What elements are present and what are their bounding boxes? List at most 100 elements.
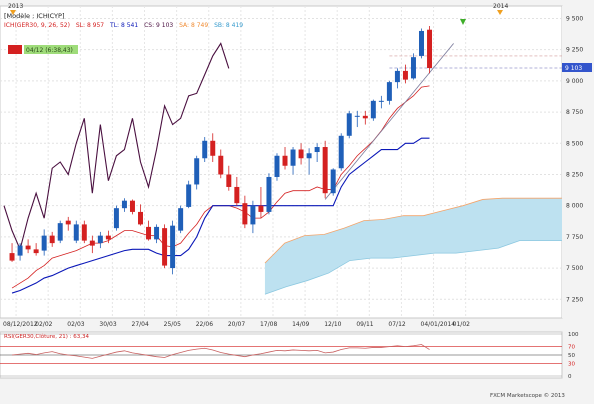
- y-tick-label: 7 500: [566, 265, 583, 272]
- y-tick-label: 8 750: [566, 109, 583, 116]
- candle-body: [290, 149, 296, 166]
- candle-body: [394, 70, 400, 83]
- price-axis-panel: [562, 6, 594, 318]
- candle-body: [322, 147, 328, 194]
- x-tick-label: 20/07: [228, 321, 245, 328]
- candle-body: [186, 184, 192, 207]
- candle-body: [138, 211, 143, 225]
- axis-labels: 7 250 7 500 7 750 8 000 8 250 8 500 8 750 9 000…: [3, 15, 583, 328]
- candle-body: [258, 205, 264, 212]
- candle-body: [298, 149, 304, 159]
- candle-body: [41, 235, 47, 251]
- candle-body: [9, 253, 15, 261]
- y-tick-label: 8 500: [566, 140, 583, 147]
- y-tick-label: 9 000: [566, 78, 583, 85]
- chikou-line: [3, 42, 230, 252]
- indicator-label: ICH(GER30, 9, 26, 52) SL: 8 957 TL: 8 54…: [4, 22, 243, 29]
- x-tick-label: 25/05: [164, 321, 181, 328]
- candle-body: [250, 205, 256, 225]
- candle-body: [419, 30, 424, 56]
- candlesticks: [9, 25, 433, 275]
- candle-body: [306, 153, 312, 159]
- candle-body: [362, 115, 368, 119]
- candle-body: [81, 224, 87, 241]
- copyright-text: FXCM Marketscope © 2013: [490, 392, 565, 399]
- y-tick-label: 8 000: [566, 203, 583, 210]
- candle-body: [65, 220, 71, 225]
- candle-body: [89, 240, 95, 246]
- x-tick-label: 22/06: [196, 321, 213, 328]
- candle-body: [105, 235, 111, 240]
- candle-body: [146, 226, 152, 240]
- x-tick-label: 17/08: [260, 321, 277, 328]
- rsi-panel: 100 70 50 30 0: [0, 332, 579, 380]
- candle-body: [338, 135, 344, 169]
- candle-body: [354, 115, 360, 117]
- x-tick-label: 07/12: [388, 321, 405, 328]
- kijun-line: [11, 137, 430, 294]
- candle-body: [202, 140, 208, 159]
- candle-body: [194, 158, 200, 185]
- sa-value: SA: 8 749: [179, 22, 208, 29]
- candle-body: [121, 200, 127, 209]
- candle-body: [386, 82, 392, 101]
- candle-body: [226, 174, 232, 187]
- candle-body: [170, 225, 176, 269]
- rsi-level-label: 70: [568, 345, 575, 351]
- price-badge: [562, 63, 592, 72]
- x-tick-label: 14/09: [292, 321, 309, 328]
- candle-body: [330, 169, 336, 194]
- y-tick-label: 7 250: [566, 296, 583, 303]
- x-tick-label: 01/02: [453, 321, 470, 328]
- y-tick-label: 9 500: [566, 15, 583, 22]
- kumo-cloud: [264, 197, 562, 295]
- date-badge-box: [24, 45, 78, 54]
- candle-body: [97, 235, 103, 244]
- date-badge-text: 04/12 (6:38,43): [26, 47, 73, 54]
- modele-label: [Modèle : ICHICYP]: [4, 12, 64, 20]
- senkou-span-a: [264, 197, 562, 264]
- indicator-lines: [3, 42, 562, 294]
- year-marker-2014: 2014: [493, 3, 508, 10]
- x-tick-label: 02/03: [67, 321, 84, 328]
- tl-value: TL: 8 541: [109, 22, 138, 29]
- candle-body: [234, 186, 240, 204]
- candle-body: [33, 249, 39, 254]
- rsi-level-label: 0: [568, 374, 572, 380]
- trend-line: [324, 43, 454, 200]
- candle-body: [113, 208, 119, 229]
- rsi-level-label: 50: [568, 353, 575, 359]
- candle-body: [427, 29, 433, 69]
- candle-body: [346, 113, 352, 136]
- x-tick-label: 04/01/2014: [421, 321, 456, 328]
- candle-body: [282, 155, 288, 166]
- cs-value: CS: 9 103: [144, 22, 173, 29]
- indicator-name: ICH(GER30, 9, 26, 52): [4, 22, 70, 29]
- candle-body: [266, 176, 272, 212]
- candle-body: [210, 140, 216, 156]
- candle-body: [162, 228, 168, 266]
- date-badge-marker: [8, 45, 22, 54]
- rsi-level-label: 100: [568, 332, 579, 338]
- candle-body: [57, 223, 63, 241]
- kumo-fill: [264, 198, 562, 295]
- y-tick-label: 8 250: [566, 171, 583, 178]
- x-tick-label: 08/12/2012: [3, 321, 38, 328]
- sb-value: SB: 8 419: [214, 22, 243, 29]
- sl-value: SL: 8 957: [76, 22, 104, 29]
- candle-body: [402, 70, 408, 80]
- rsi-label: RSI(GER30,Clôture, 21) : 63,34: [4, 333, 90, 340]
- candle-body: [17, 245, 23, 256]
- candle-body: [73, 224, 79, 241]
- candle-body: [218, 155, 224, 175]
- x-tick-label: 12/10: [324, 321, 341, 328]
- candle-body: [410, 57, 416, 79]
- candle-body: [378, 100, 384, 102]
- candle-body: [314, 147, 320, 153]
- candle-body: [154, 226, 160, 240]
- senkou-span-b: [264, 240, 562, 295]
- rsi-line: [12, 344, 430, 359]
- buy-signal-arrow-icon: [460, 19, 466, 25]
- year-marker-2014-arrow: [497, 10, 503, 15]
